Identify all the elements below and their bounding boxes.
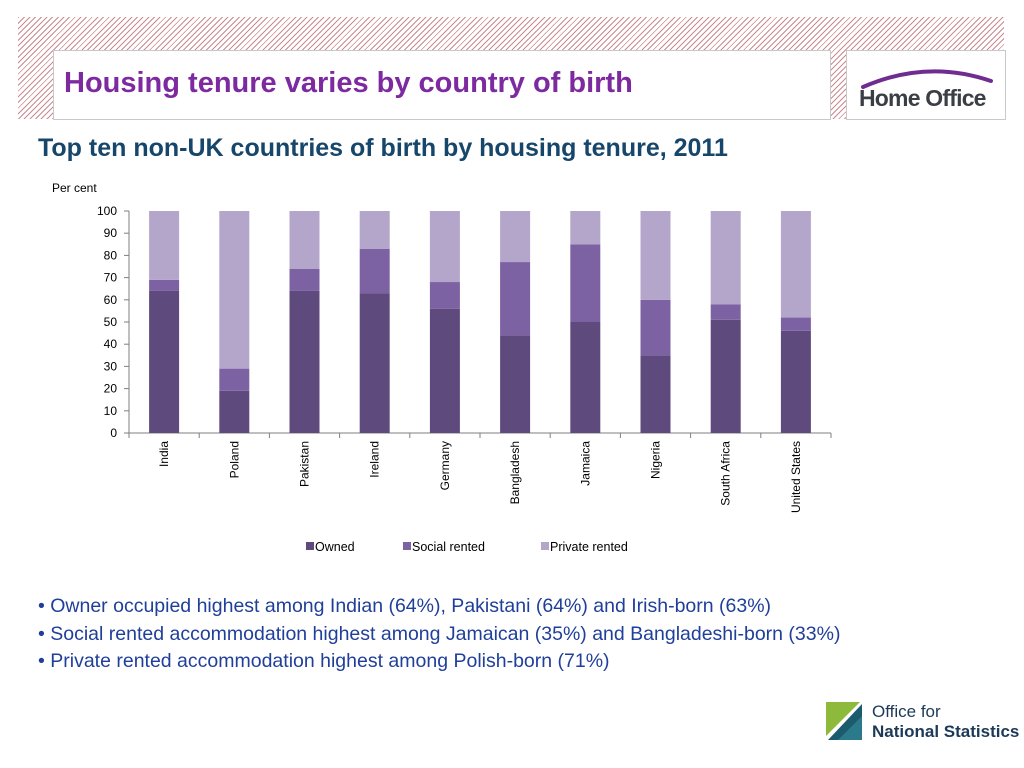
bar-segment	[710, 211, 741, 305]
ons-logo-icon	[826, 702, 862, 740]
bar-segment	[570, 211, 601, 245]
title-box: Housing tenure varies by country of birt…	[53, 50, 831, 120]
y-tick-label: 50	[104, 315, 118, 329]
legend-swatch	[403, 542, 411, 550]
x-tick-label: Nigeria	[649, 441, 663, 479]
legend-label: Private rented	[550, 540, 628, 554]
bar-segment	[640, 355, 671, 433]
bar-segment	[710, 304, 741, 320]
bar-segment	[149, 211, 180, 280]
bar-segment	[429, 211, 460, 283]
x-tick-label: Jamaica	[578, 441, 592, 486]
y-axis-label: Per cent	[52, 181, 97, 195]
note-item: • Private rented accommodation highest a…	[38, 650, 610, 672]
legend-swatch	[306, 542, 314, 550]
home-office-arc-icon	[861, 69, 993, 89]
chart-subtitle: Top ten non-UK countries of birth by hou…	[38, 134, 728, 162]
ons-line-2: National Statistics	[872, 722, 1020, 741]
home-office-logo: Home Office	[846, 50, 1006, 120]
y-tick-label: 0	[110, 426, 117, 440]
y-tick-label: 10	[104, 404, 118, 418]
bar-segment	[780, 211, 811, 318]
x-tick-label: South Africa	[719, 441, 733, 506]
stacked-bar-chart: Per cent 0 10 20 30 40 50 60 70 80 90 100 India Polan…	[52, 181, 832, 554]
y-tick-label: 100	[97, 204, 117, 218]
bar-segment	[429, 308, 460, 433]
bar-segment	[289, 268, 320, 291]
legend-swatch	[541, 542, 549, 550]
y-tick-label: 70	[104, 271, 118, 285]
bar-segment	[710, 319, 741, 433]
y-tick-label: 60	[104, 293, 118, 307]
y-tick-label: 40	[104, 337, 118, 351]
bar-segment	[570, 244, 601, 322]
x-tick-label: United States	[789, 441, 803, 513]
home-office-logo-text: Home Office	[859, 85, 986, 111]
bar-segment	[219, 368, 250, 391]
bar-segment	[640, 299, 671, 356]
ons-logo-text: Office for National Statistics	[872, 702, 1019, 742]
x-tick-label: Ireland	[368, 441, 382, 478]
header-banner: Housing tenure varies by country of birt…	[18, 17, 1006, 120]
bar-segment	[219, 211, 250, 369]
x-tick-label: Bangladesh	[508, 441, 522, 504]
bar-segment	[359, 293, 390, 433]
bar-segment	[500, 262, 531, 336]
y-tick-label: 90	[104, 226, 118, 240]
x-tick-label: Pakistan	[298, 441, 312, 487]
y-tick-label: 30	[104, 359, 118, 373]
note-item: • Owner occupied highest among Indian (6…	[38, 595, 772, 617]
bar-segment	[570, 322, 601, 433]
bar-segment	[500, 335, 531, 433]
notes-list: • Owner occupied highest among Indian (6…	[38, 593, 840, 676]
bar-segment	[500, 211, 531, 263]
note-item: • Social rented accommodation highest am…	[38, 622, 841, 645]
x-tick-label: Poland	[227, 441, 241, 478]
bar-segment	[359, 211, 390, 249]
bar-segment	[219, 390, 250, 433]
ons-logo: Office for National Statistics	[826, 702, 1019, 746]
bar-segment	[289, 211, 320, 269]
bar-segment	[359, 248, 390, 294]
x-tick-label: India	[157, 441, 171, 467]
bar-segment	[149, 279, 180, 291]
bar-segment	[149, 290, 180, 433]
legend-label: Owned	[315, 540, 355, 554]
y-tick-label: 80	[104, 248, 118, 262]
slide-title: Housing tenure varies by country of birt…	[64, 67, 633, 99]
bar-segment	[640, 211, 671, 300]
x-tick-label: Germany	[438, 441, 452, 490]
ons-line-1: Office for	[872, 702, 941, 721]
bar-segment	[429, 282, 460, 309]
bar-segment	[780, 317, 811, 331]
bar-segment	[289, 290, 320, 433]
y-tick-label: 20	[104, 382, 118, 396]
bar-segment	[780, 330, 811, 433]
legend-label: Social rented	[412, 540, 485, 554]
